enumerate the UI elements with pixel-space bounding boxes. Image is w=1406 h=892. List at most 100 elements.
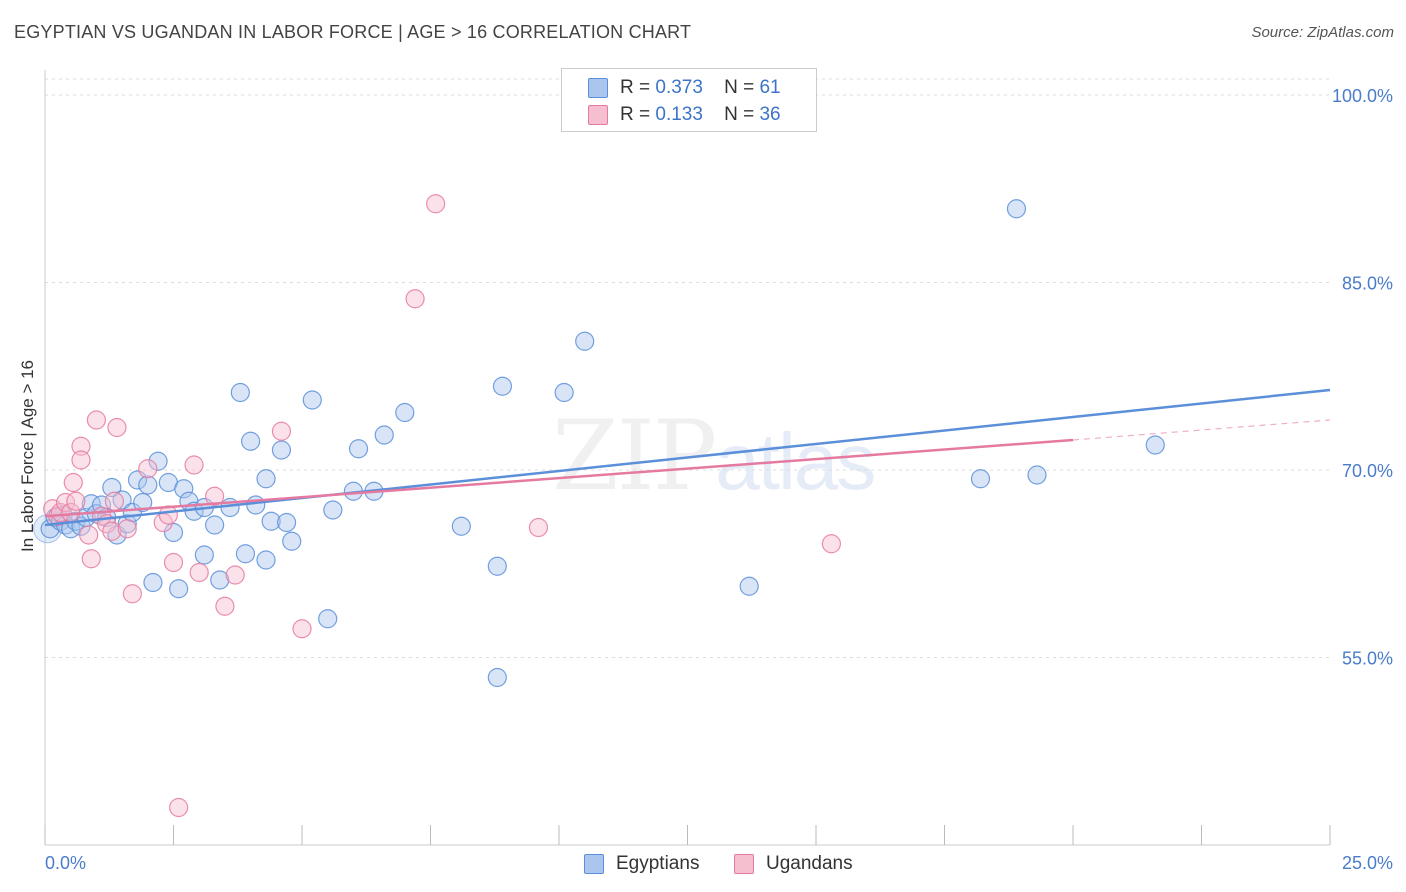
egyptians-point [575, 331, 595, 351]
y-tick-label: 85.0% [1342, 274, 1393, 294]
ugandans-point [102, 521, 122, 541]
correlation-legend: R = 0.373 N = 61 R = 0.133 N = 36 [561, 68, 817, 132]
ugandans-point [63, 472, 83, 493]
ugandans-point [117, 519, 137, 539]
legend-ugandans-text: R = 0.133 N = 36 [620, 104, 781, 126]
egyptians-point [235, 544, 256, 564]
ugandans-point [426, 194, 446, 214]
egyptians-point [246, 495, 266, 515]
egyptians-point [174, 479, 194, 499]
legend-ugandans-r-value: 0.133 [655, 104, 703, 125]
egyptians-point [91, 495, 112, 515]
bottom-legend-egyptians-label: Egyptians [616, 853, 700, 874]
ugandans-point [163, 552, 184, 573]
ugandans-point [205, 486, 225, 506]
egyptians-legend-icon [584, 854, 604, 874]
chart-source: Source: ZipAtlas.com [1251, 24, 1394, 41]
ugandans-point [138, 459, 158, 479]
egyptians-point [487, 556, 507, 576]
egyptians-point [261, 511, 281, 531]
egyptians-point [133, 492, 153, 513]
legend-egyptians-n-value: 61 [759, 77, 781, 98]
egyptians-point [348, 439, 369, 459]
egyptians-point [282, 531, 302, 551]
legend-ugandans-n-label: N = [724, 104, 755, 125]
legend-egyptians-n-label: N = [724, 77, 755, 98]
ugandans-point [122, 584, 142, 604]
legend-egyptians-text: R = 0.373 N = 61 [620, 77, 781, 99]
egyptians-point [1027, 465, 1047, 485]
trend-lines [44, 388, 1331, 527]
ugandans-point [71, 450, 91, 470]
axes [44, 70, 1331, 846]
egyptians-point [554, 382, 574, 403]
ugandans-point [86, 410, 107, 430]
ugandans-legend-icon [734, 854, 754, 874]
ugandans-point [81, 549, 101, 569]
egyptians-point [395, 402, 415, 423]
y-tick-label: 70.0% [1342, 461, 1393, 481]
egyptians-trendline [44, 388, 1331, 527]
ugandans-point [821, 534, 842, 554]
ugandans-point [405, 289, 425, 309]
tick-labels: 55.0% 70.0% 85.0% 100.0% 0.0% 25.0% [45, 86, 1393, 873]
ugandans-point [104, 491, 124, 511]
ugandans-point [184, 455, 204, 475]
ugandans-point [528, 517, 549, 538]
bottom-legend-ugandans-label: Ugandans [766, 853, 853, 874]
watermark-zip: ZIP [552, 400, 717, 512]
ugandans-point [71, 436, 91, 456]
egyptians-point [169, 579, 189, 599]
egyptians-point [256, 469, 276, 489]
egyptians-point [256, 550, 276, 570]
egyptians-point [739, 576, 759, 596]
egyptians-point [451, 516, 471, 536]
ugandans-point [66, 491, 86, 511]
egyptians-point [117, 514, 137, 534]
ugandans-point [189, 562, 209, 583]
egyptians-point [302, 390, 322, 410]
egyptians-point [143, 572, 163, 593]
egyptians-point [112, 490, 132, 510]
legend-ugandans-n-value: 36 [759, 104, 781, 125]
egyptians-point [276, 512, 297, 533]
egyptians-point [163, 522, 184, 543]
egyptians-point [210, 570, 230, 590]
ugandans-point [292, 619, 312, 639]
legend-ugandans-r-label: R = [620, 104, 651, 125]
egyptians-point [492, 376, 513, 396]
egyptians-point [1145, 435, 1165, 455]
ugandans-point [225, 565, 245, 585]
egyptians-swatch-icon [588, 78, 608, 98]
ugandans-point [169, 797, 189, 818]
legend-egyptians-r-label: R = [620, 77, 651, 98]
egyptians-point [271, 440, 292, 460]
ugandans-trendline-extension [1072, 419, 1331, 441]
ugandans-point [107, 417, 127, 438]
y-tick-label: 100.0% [1332, 86, 1393, 106]
egyptians-point [970, 469, 991, 489]
egyptians-point [374, 425, 394, 445]
egyptians-point [318, 609, 338, 629]
ugandans-point [50, 502, 71, 523]
egyptians-point [323, 500, 343, 520]
ugandans-point [271, 421, 292, 441]
ugandans-trendline [44, 438, 1074, 518]
egyptians-point [194, 545, 214, 565]
ugandans-point [79, 525, 99, 545]
x-tick-label: 25.0% [1342, 853, 1393, 873]
egyptians-point [138, 475, 158, 495]
chart-title: EGYPTIAN VS UGANDAN IN LABOR FORCE | AGE… [14, 22, 692, 42]
egyptians-point [487, 667, 507, 688]
ugandans-swatch-icon [588, 105, 608, 125]
egyptians-point [241, 431, 261, 451]
egyptians-point [148, 451, 168, 471]
y-tick-label: 55.0% [1342, 649, 1393, 669]
x-tick-label: 0.0% [45, 853, 86, 873]
ugandans-point [215, 596, 235, 616]
egyptians-point [230, 382, 250, 403]
egyptians-point [1006, 199, 1027, 219]
ugandans-point [55, 492, 76, 513]
egyptians-point [205, 515, 225, 535]
